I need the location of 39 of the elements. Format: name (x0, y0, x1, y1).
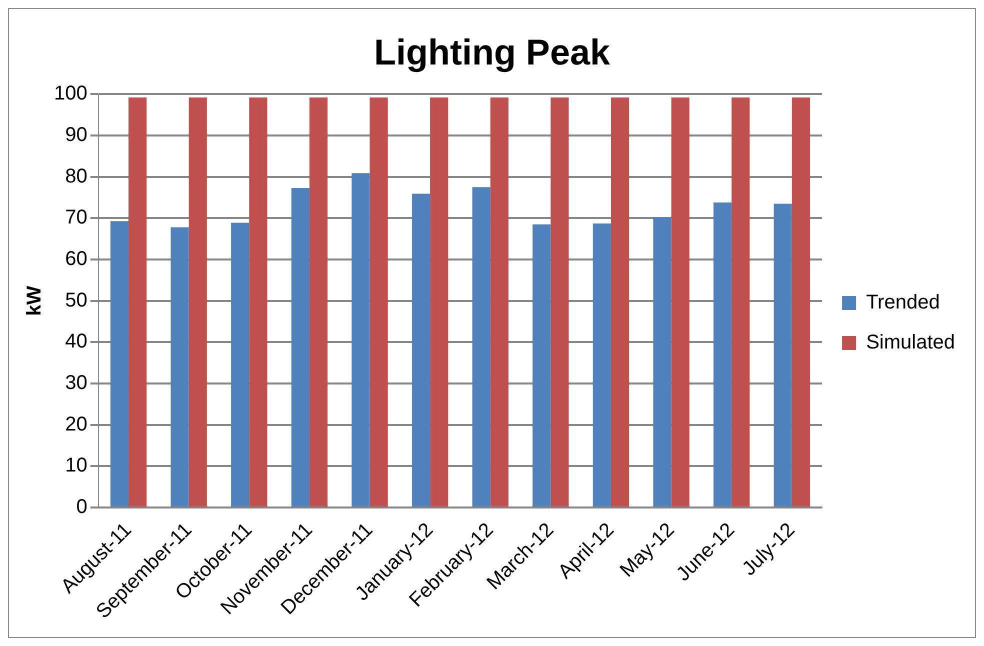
bar (490, 98, 508, 506)
bar (291, 188, 310, 506)
bar (472, 187, 490, 506)
bar (352, 173, 370, 506)
bar (231, 222, 250, 506)
bar (550, 98, 569, 506)
bar (309, 98, 328, 506)
bar (732, 98, 750, 506)
y-tick-label: 10 (65, 454, 88, 477)
bar (774, 204, 792, 506)
bar (188, 98, 207, 506)
y-tick-label: 60 (65, 248, 88, 270)
bar (610, 98, 630, 506)
y-tick-label: 0 (76, 496, 88, 518)
legend-label: Trended (866, 292, 940, 314)
bar (128, 98, 147, 506)
bar (370, 98, 388, 506)
legend-label: Simulated (866, 332, 955, 354)
y-tick-label: 40 (65, 330, 88, 353)
bar (110, 221, 129, 506)
bar (249, 98, 268, 506)
y-tick-label: 30 (65, 372, 88, 394)
chart-title: Lighting Peak (374, 32, 611, 73)
y-tick-label: 70 (65, 206, 88, 229)
bar (792, 98, 810, 506)
y-tick-label: 50 (65, 289, 88, 312)
bar (412, 194, 430, 506)
y-tick-label: 80 (65, 165, 88, 188)
bar (430, 98, 448, 506)
bar (714, 202, 732, 506)
y-axis-title: kW (24, 286, 46, 316)
bar (170, 227, 189, 506)
bar (592, 224, 611, 506)
bar (671, 98, 690, 506)
bar (653, 217, 672, 506)
y-tick-label: 20 (65, 413, 88, 436)
y-tick-label: 90 (65, 124, 88, 146)
y-tick-label: 100 (54, 82, 88, 105)
bar (532, 224, 551, 506)
